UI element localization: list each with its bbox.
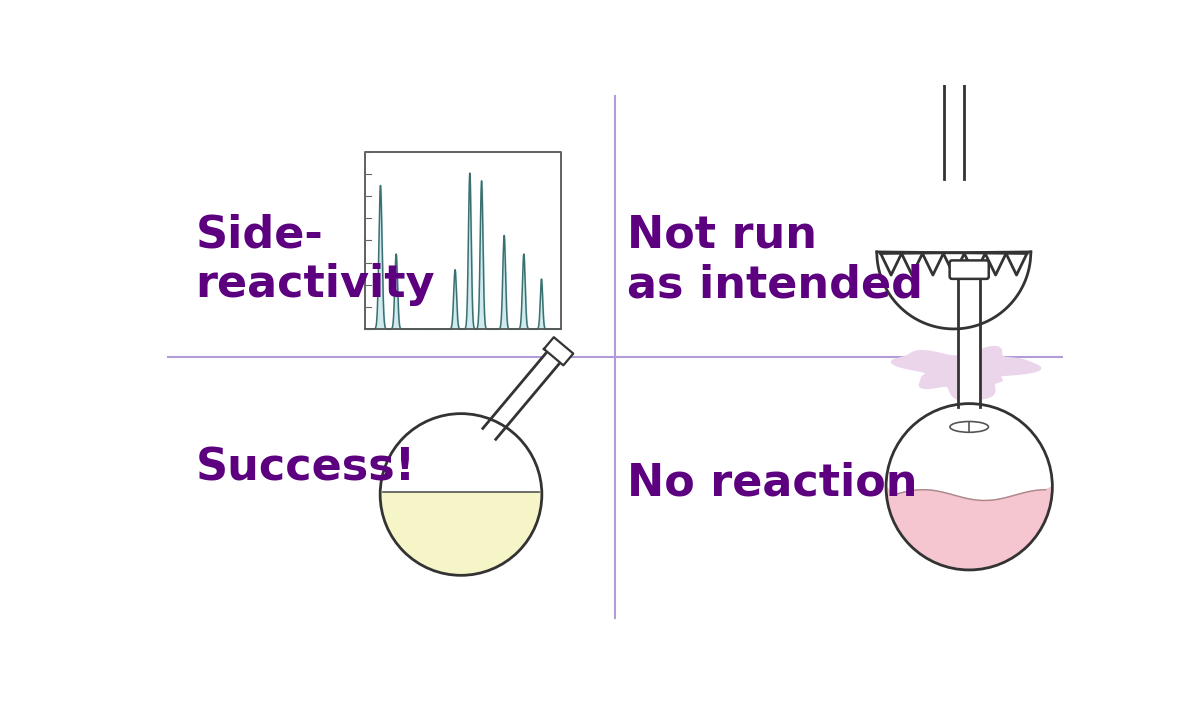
Polygon shape — [380, 492, 542, 575]
Polygon shape — [365, 152, 562, 329]
Polygon shape — [959, 276, 980, 407]
Text: Success!: Success! — [196, 446, 415, 489]
Polygon shape — [943, 78, 964, 179]
Polygon shape — [877, 252, 1031, 329]
Polygon shape — [482, 351, 560, 439]
Text: No reaction: No reaction — [626, 462, 917, 504]
Polygon shape — [892, 346, 1040, 401]
Ellipse shape — [950, 421, 989, 432]
Polygon shape — [544, 337, 574, 366]
Text: Not run
as intended: Not run as intended — [626, 214, 923, 306]
Text: Side-
reactivity: Side- reactivity — [196, 214, 434, 306]
Polygon shape — [886, 487, 1052, 570]
FancyBboxPatch shape — [936, 62, 972, 81]
Polygon shape — [952, 263, 986, 276]
FancyBboxPatch shape — [949, 260, 989, 279]
